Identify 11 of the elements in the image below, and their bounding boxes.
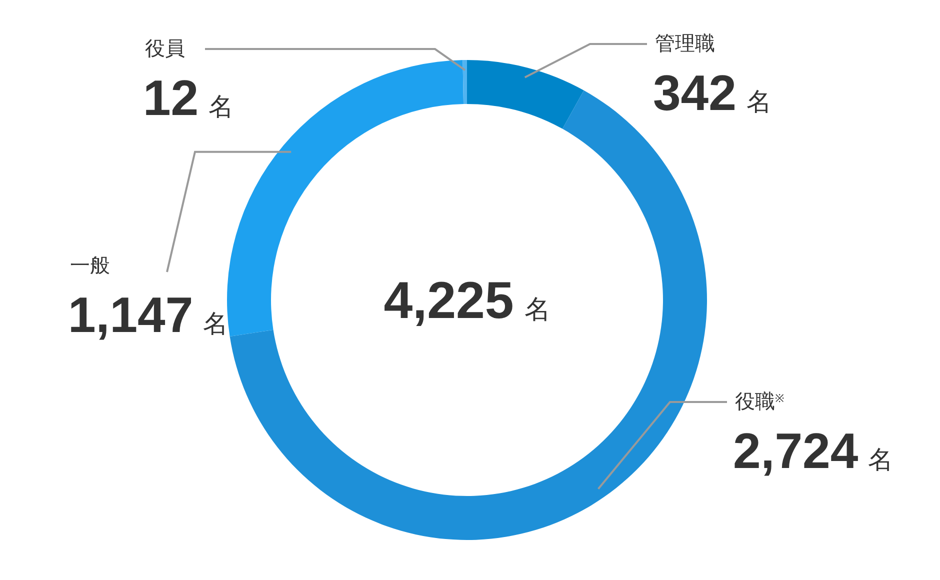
data-label: 342 名: [653, 65, 772, 121]
text: 4,225 名: [384, 272, 550, 330]
data-label: 12 名: [143, 70, 234, 126]
donut-slice: [462, 60, 467, 104]
slice-label: 一般: [70, 255, 110, 277]
slice-label: 管理職: [655, 33, 715, 55]
data-label: 2,724 名: [733, 423, 894, 479]
slice-label: 役職$^{※}$: [735, 391, 784, 413]
data-label: 1,147 名: [68, 287, 228, 343]
slice-label: 役員: [145, 38, 185, 60]
donut-slice: [467, 60, 584, 129]
